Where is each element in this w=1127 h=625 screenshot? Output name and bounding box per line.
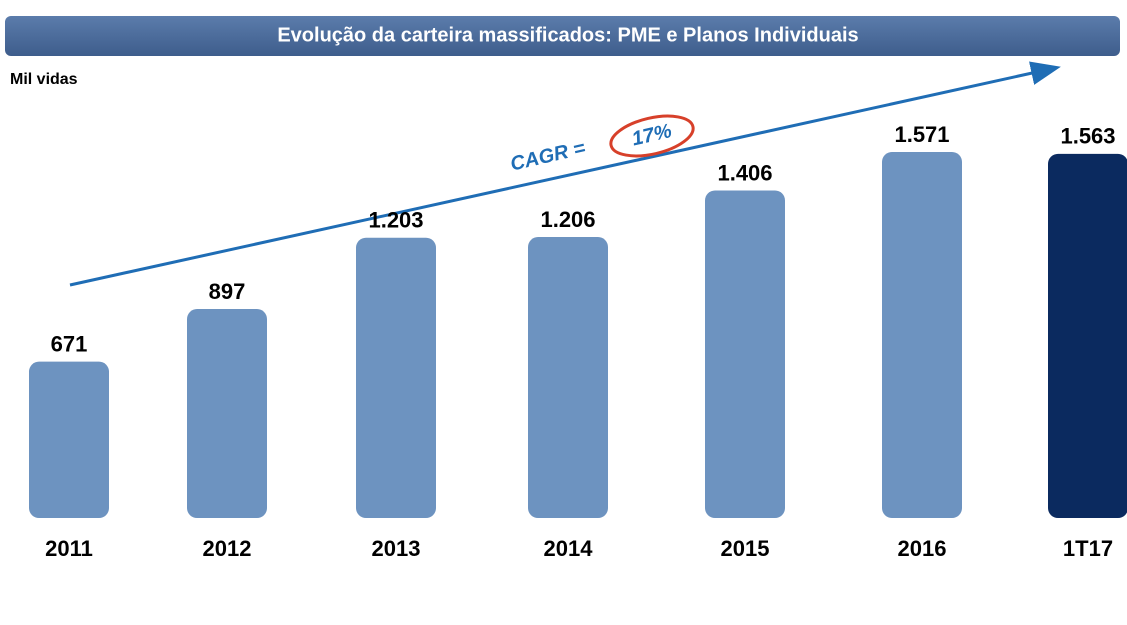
bar <box>356 237 436 518</box>
value-label: 671 <box>51 331 88 356</box>
bar <box>29 361 109 518</box>
value-label: 897 <box>209 279 246 304</box>
cagr-arrow <box>69 61 1061 287</box>
value-label: 1.206 <box>540 207 595 232</box>
x-tick-label: 2013 <box>372 536 421 561</box>
x-tick-label: 2014 <box>544 536 594 561</box>
value-label: 1.203 <box>368 208 423 233</box>
x-tick-label: 2012 <box>203 536 252 561</box>
chart-title: Evolução da carteira massificados: PME e… <box>277 24 858 46</box>
subtitle: Mil vidas <box>10 71 78 88</box>
title-banner <box>5 16 1120 56</box>
bar <box>705 190 785 518</box>
value-label: 1.571 <box>894 122 949 147</box>
cagr-value: 17% <box>630 120 674 150</box>
cagr-circle <box>609 114 695 158</box>
bar <box>882 152 962 518</box>
bar <box>528 237 608 518</box>
bar <box>187 309 267 518</box>
cagr-label: CAGR = <box>508 137 587 176</box>
value-label: 1.406 <box>717 160 772 185</box>
bar <box>1048 153 1127 518</box>
value-label: 1.563 <box>1060 124 1115 149</box>
x-tick-label: 1T17 <box>1063 536 1113 561</box>
x-tick-label: 2016 <box>898 536 947 561</box>
cagr-group: CAGR = <box>508 137 587 176</box>
x-tick-label: 2015 <box>721 536 770 561</box>
cagr-value-group: 17% <box>609 114 695 158</box>
x-tick-label: 2011 <box>45 536 93 561</box>
